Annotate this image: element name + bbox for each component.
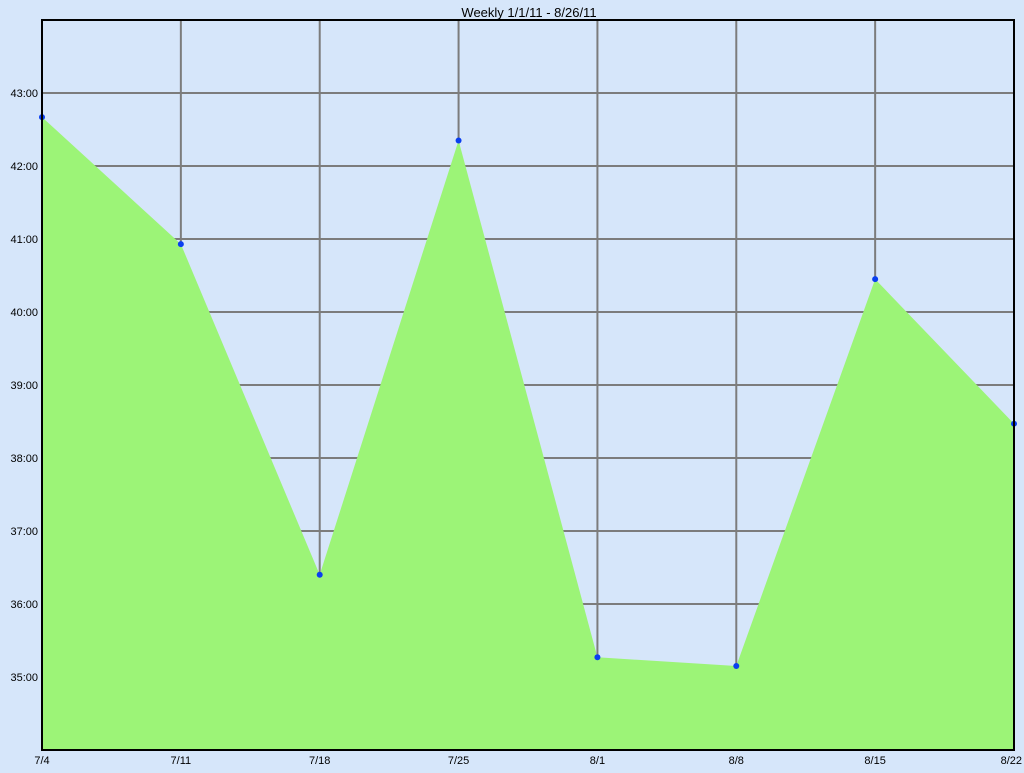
y-tick-label: 43:00 [10, 88, 38, 100]
x-tick-label: 7/4 [34, 755, 49, 767]
x-tick-label: 8/22 [1001, 755, 1022, 767]
x-tick-label: 7/11 [171, 755, 192, 767]
axes [41, 19, 1015, 751]
data-point [177, 241, 184, 248]
x-tick-label: 8/15 [864, 755, 885, 767]
y-tick-label: 37:00 [10, 526, 38, 538]
data-point [455, 137, 462, 144]
data-point [872, 276, 879, 283]
y-tick-label: 42:00 [10, 161, 38, 173]
area-series [42, 117, 1014, 751]
y-tick-label: 40:00 [10, 307, 38, 319]
chart-title: Weekly 1/1/11 - 8/26/11 [461, 5, 596, 20]
x-tick-labels: 7/4 7/11 7/18 7/25 8/1 8/8 8/15 8/22 [34, 755, 1022, 767]
x-tick-label: 7/18 [309, 755, 330, 767]
data-point [594, 654, 601, 661]
x-tick-label: 8/8 [729, 755, 744, 767]
y-tick-label: 38:00 [10, 453, 38, 465]
y-tick-label: 36:00 [10, 599, 38, 611]
area-fill [42, 117, 1014, 751]
y-tick-labels: 35:00 36:00 37:00 38:00 39:00 40:00 41:00 42:00… [10, 88, 38, 684]
y-tick-label: 39:00 [10, 380, 38, 392]
x-tick-label: 8/1 [590, 755, 605, 767]
data-point [733, 663, 740, 670]
y-tick-label: 35:00 [10, 672, 38, 684]
x-tick-label: 7/25 [448, 755, 469, 767]
plot-frame [41, 19, 1015, 751]
data-point [316, 571, 323, 578]
y-tick-label: 41:00 [10, 234, 38, 246]
